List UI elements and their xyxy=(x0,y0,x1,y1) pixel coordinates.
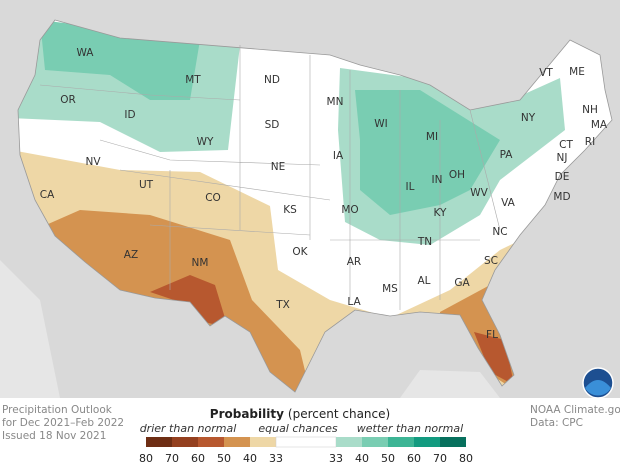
legend-title-bold: Probability xyxy=(210,407,284,421)
state-label: MI xyxy=(426,131,438,143)
legend-title: Probability (percent chance) xyxy=(210,407,390,421)
state-label: GA xyxy=(454,277,470,289)
legend-tick: 60 xyxy=(191,452,205,465)
state-label: NY xyxy=(521,112,536,124)
state-label: ME xyxy=(569,66,585,78)
state-label: OH xyxy=(449,169,465,181)
state-label: FL xyxy=(486,329,498,341)
state-label: NV xyxy=(85,156,101,168)
state-label: MO xyxy=(341,204,358,216)
state-label: ID xyxy=(124,109,135,121)
state-label: AR xyxy=(347,256,361,268)
legend-tick: 33 xyxy=(269,452,283,465)
neighbor-land xyxy=(0,260,500,398)
state-label: WV xyxy=(470,187,488,199)
state-label: IA xyxy=(333,150,344,162)
legend-tick: 40 xyxy=(243,452,257,465)
state-labels: WA OR ID MT WY ND SD NE NV UT CO KS CA AZ NM OK TX MN WI IA… xyxy=(40,47,608,341)
legend-tick: 70 xyxy=(165,452,179,465)
legend-tick: 60 xyxy=(407,452,421,465)
state-label: CO xyxy=(205,192,221,204)
footer-left: Precipitation Outlook xyxy=(2,404,113,416)
legend-swatch xyxy=(440,437,466,447)
legend-equal: equal chances xyxy=(258,422,338,435)
state-label: OR xyxy=(60,94,76,106)
state-label: PA xyxy=(500,149,514,161)
legend-swatch-equal xyxy=(275,436,337,448)
state-label: RI xyxy=(585,136,595,148)
state-label: IL xyxy=(406,181,415,193)
footer-right: NOAA Climate.gov xyxy=(530,404,620,416)
state-label: NC xyxy=(492,226,507,238)
footer-left: for Dec 2021–Feb 2022 xyxy=(2,417,124,429)
state-label: DE xyxy=(555,171,570,183)
state-label: IN xyxy=(432,174,443,186)
state-label: WY xyxy=(197,136,214,148)
state-lines xyxy=(39,45,501,310)
legend-tick: 80 xyxy=(459,452,473,465)
state-label: MS xyxy=(382,283,398,295)
state-label: CT xyxy=(559,139,573,151)
state-label: VT xyxy=(539,67,553,79)
state-label: CA xyxy=(40,189,55,201)
state-label: NM xyxy=(192,257,209,269)
legend-tick: 70 xyxy=(433,452,447,465)
state-label: TN xyxy=(417,236,432,248)
legend-wetter: wetter than normal xyxy=(357,422,463,435)
legend-tick: 40 xyxy=(355,452,369,465)
legend-swatch xyxy=(414,437,440,447)
footer-right: Data: CPC xyxy=(530,417,583,429)
state-label: AZ xyxy=(124,249,138,261)
state-label: KS xyxy=(283,204,297,216)
state-label: NJ xyxy=(557,152,568,164)
legend-swatch xyxy=(336,437,362,447)
state-label: MA xyxy=(591,119,608,131)
state-label: UT xyxy=(139,179,154,191)
state-label: NH xyxy=(582,104,598,116)
legend-swatch xyxy=(250,437,276,447)
noaa-logo xyxy=(582,367,614,399)
legend-swatch xyxy=(224,437,250,447)
state-label: MN xyxy=(327,96,344,108)
state-label: OK xyxy=(292,246,308,258)
state-label: MD xyxy=(553,191,570,203)
legend-tick: 50 xyxy=(217,452,231,465)
footer-left: Issued 18 Nov 2021 xyxy=(2,430,106,442)
wet-region xyxy=(355,90,500,215)
legend-swatch xyxy=(172,437,198,447)
legend-tick: 33 xyxy=(329,452,343,465)
legend: Probability (percent chance) drier than no… xyxy=(139,407,473,466)
legend-tick: 50 xyxy=(381,452,395,465)
legend-subtitle: (percent chance) xyxy=(288,407,390,421)
state-label: WI xyxy=(374,118,387,130)
state-label: MT xyxy=(185,74,201,86)
state-label: WA xyxy=(77,47,95,59)
state-label: NE xyxy=(271,161,286,173)
state-label: LA xyxy=(347,296,361,308)
legend-swatch xyxy=(198,437,224,447)
state-label: SC xyxy=(484,255,498,267)
state-label: TX xyxy=(275,299,290,311)
legend-swatch xyxy=(362,437,388,447)
legend-drier: drier than normal xyxy=(140,422,237,435)
legend-swatch xyxy=(388,437,414,447)
state-label: VA xyxy=(501,197,516,209)
state-label: ND xyxy=(264,74,280,86)
legend-tick: 80 xyxy=(139,452,153,465)
legend-swatch xyxy=(146,437,172,447)
state-label: SD xyxy=(265,119,280,131)
state-label: KY xyxy=(434,207,448,219)
state-label: AL xyxy=(417,275,430,287)
